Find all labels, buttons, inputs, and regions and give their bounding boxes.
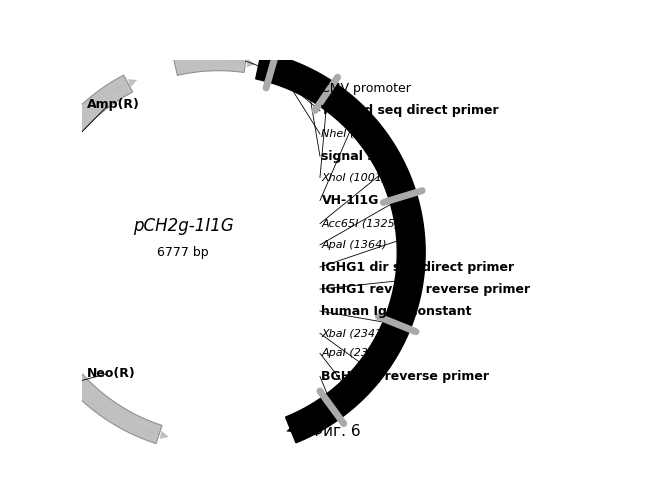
Text: T7 mod seq direct primer: T7 mod seq direct primer [322,104,499,118]
Text: IGHG1 dir seq direct primer: IGHG1 dir seq direct primer [322,260,515,274]
Text: 6777 bp: 6777 bp [158,246,209,259]
Text: XhoI (1001): XhoI (1001) [322,172,387,182]
Text: pCH2g-1I1G: pCH2g-1I1G [133,216,233,234]
Text: human IgG1 constant: human IgG1 constant [322,304,472,318]
Text: signal seq: signal seq [322,150,392,163]
Text: ApaI (2352): ApaI (2352) [322,348,387,358]
Text: Neo(R): Neo(R) [87,368,135,380]
Text: BGH seq reverse primer: BGH seq reverse primer [322,370,489,383]
Polygon shape [31,75,133,184]
Polygon shape [173,52,247,76]
Text: NheI (897): NheI (897) [322,129,381,139]
Polygon shape [256,52,425,443]
Text: Acc65I (1325): Acc65I (1325) [322,218,400,228]
Text: ApaI (1364): ApaI (1364) [322,240,387,250]
Text: Amp(R): Amp(R) [87,98,140,111]
Text: XbaI (2342): XbaI (2342) [322,328,387,338]
Polygon shape [68,374,162,444]
Text: Фиг. 6: Фиг. 6 [310,424,360,439]
Text: CMV promoter: CMV promoter [322,82,411,96]
Text: VH-1I1G: VH-1I1G [322,194,379,207]
Text: IGHG1 rev seq reverse primer: IGHG1 rev seq reverse primer [322,282,530,296]
